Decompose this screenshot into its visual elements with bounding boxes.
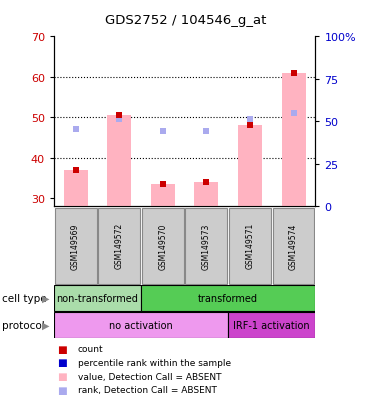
Text: GSM149574: GSM149574: [289, 223, 298, 269]
Text: value, Detection Call = ABSENT: value, Detection Call = ABSENT: [78, 372, 221, 381]
Bar: [63, 170, 88, 206]
Bar: [55, 208, 96, 284]
Text: ■: ■: [58, 358, 67, 368]
Bar: [54, 285, 141, 311]
Bar: [98, 208, 140, 284]
Text: non-transformed: non-transformed: [56, 293, 138, 304]
Text: ▶: ▶: [42, 320, 49, 330]
Text: ■: ■: [58, 344, 67, 354]
Bar: [186, 208, 227, 284]
Text: GSM149571: GSM149571: [246, 223, 255, 269]
Text: ■: ■: [58, 371, 67, 381]
Bar: [229, 208, 271, 284]
Bar: [142, 208, 184, 284]
Bar: [141, 285, 315, 311]
Bar: [151, 184, 175, 206]
Text: GSM149569: GSM149569: [71, 223, 80, 269]
Text: GDS2752 / 104546_g_at: GDS2752 / 104546_g_at: [105, 14, 266, 27]
Text: count: count: [78, 344, 104, 354]
Text: ■: ■: [58, 385, 67, 395]
Bar: [228, 312, 315, 338]
Text: transformed: transformed: [198, 293, 258, 304]
Bar: [194, 182, 219, 206]
Text: GSM149572: GSM149572: [115, 223, 124, 269]
Bar: [54, 312, 228, 338]
Text: GSM149573: GSM149573: [202, 223, 211, 269]
Text: GSM149570: GSM149570: [158, 223, 167, 269]
Bar: [273, 208, 315, 284]
Text: rank, Detection Call = ABSENT: rank, Detection Call = ABSENT: [78, 385, 217, 394]
Text: IRF-1 activation: IRF-1 activation: [233, 320, 310, 330]
Text: ▶: ▶: [42, 293, 49, 303]
Text: protocol: protocol: [2, 320, 45, 330]
Text: percentile rank within the sample: percentile rank within the sample: [78, 358, 231, 367]
Bar: [238, 126, 262, 206]
Bar: [107, 116, 131, 206]
Text: cell type: cell type: [2, 293, 46, 303]
Bar: [282, 74, 306, 206]
Text: no activation: no activation: [109, 320, 173, 330]
